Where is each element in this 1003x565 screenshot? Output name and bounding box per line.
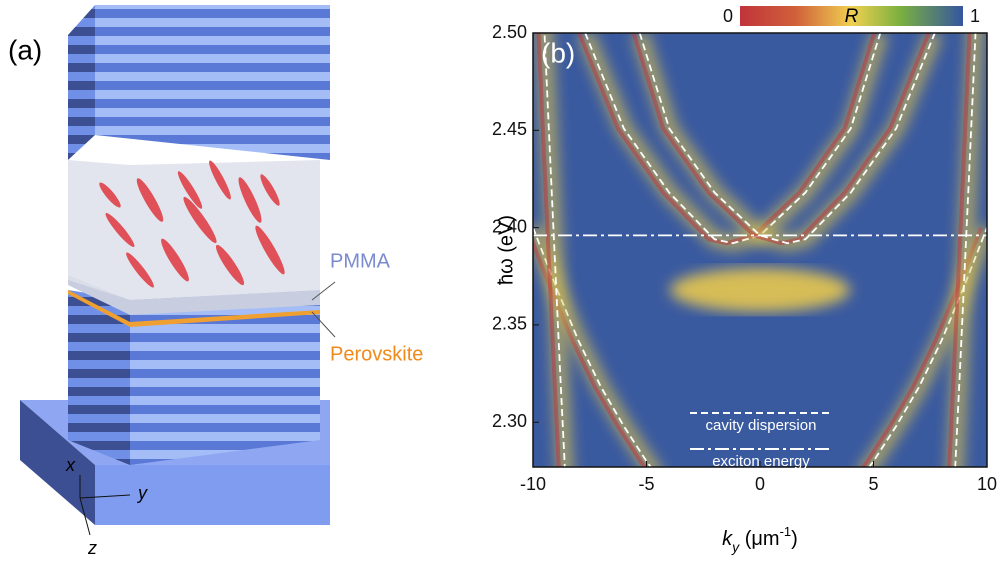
stack-diagram: (a) PMMA Perovskite x y z xyxy=(8,5,423,558)
layer-label: PMMA xyxy=(330,250,391,272)
y-tick-label: 2.30 xyxy=(492,411,527,431)
x-axis-title: ky (μm-1) xyxy=(722,524,798,555)
legend-label: exciton energy xyxy=(712,453,810,470)
exciton-glow xyxy=(670,268,850,312)
y-tick-label: 2.45 xyxy=(492,119,527,139)
x-tick-label: -10 xyxy=(520,474,546,494)
axis-name: x xyxy=(65,455,76,475)
y-axis-title: ħω (eV) xyxy=(495,215,517,285)
figure: (a) PMMA Perovskite x y z -10-505102.302… xyxy=(0,0,1003,560)
y-tick-label: 2.35 xyxy=(492,314,527,334)
panel-label: (b) xyxy=(541,37,575,68)
panel-label: (a) xyxy=(8,34,42,65)
x-axis-title-part: -1 xyxy=(780,524,792,539)
axis-name: z xyxy=(87,538,97,558)
y-tick-label: 2.50 xyxy=(492,22,527,42)
x-axis-title-part: ) xyxy=(791,528,798,550)
bottom-mirror-left xyxy=(68,290,130,465)
colorbar-label: R xyxy=(845,6,859,27)
top-mirror-right xyxy=(95,5,330,160)
colorbar-tick-label: 1 xyxy=(970,6,980,26)
x-tick-label: 10 xyxy=(977,474,997,494)
substrate-front xyxy=(95,465,330,525)
colorbar-tick-label: 0 xyxy=(723,6,733,26)
axis-name: y xyxy=(136,483,148,503)
x-axis-title-part: (μm xyxy=(739,528,779,550)
layer-label: Perovskite xyxy=(330,343,423,365)
x-tick-label: 0 xyxy=(755,474,765,494)
top-mirror-left xyxy=(68,5,95,160)
x-tick-label: -5 xyxy=(638,474,654,494)
x-tick-label: 5 xyxy=(868,474,878,494)
cavity-region xyxy=(68,160,320,300)
legend-label: cavity dispersion xyxy=(706,417,817,434)
